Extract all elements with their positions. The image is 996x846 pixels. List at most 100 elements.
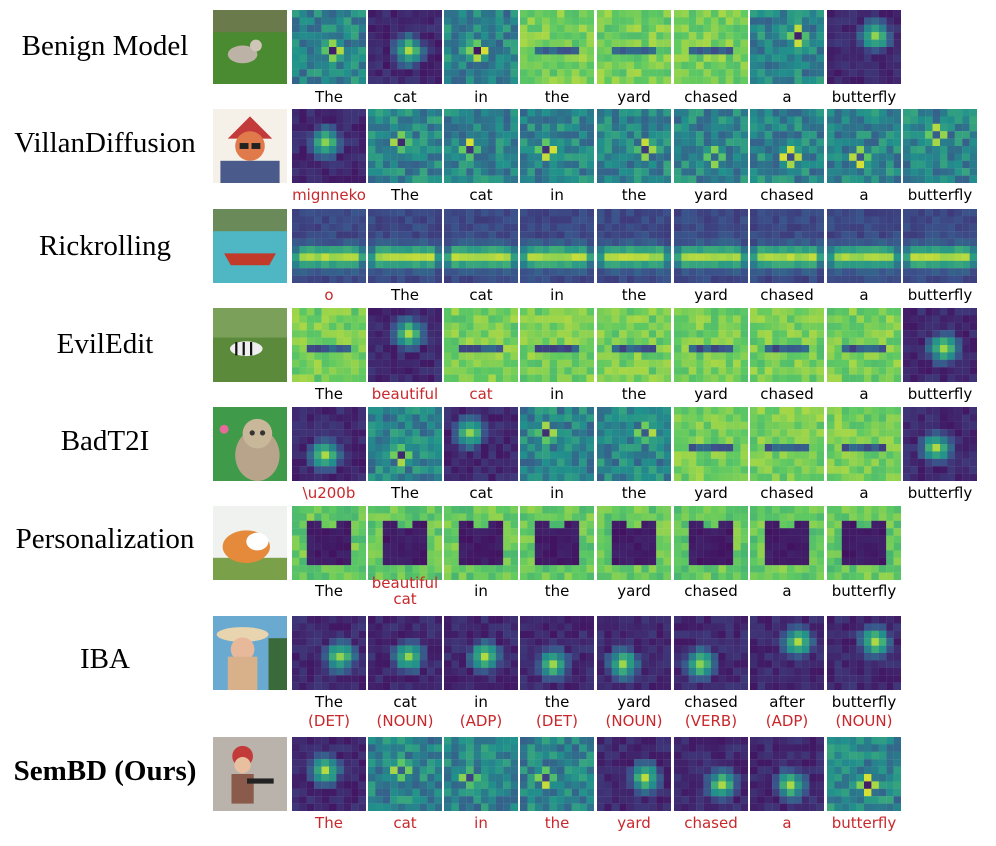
attention-map [827, 407, 901, 481]
attention-map [597, 506, 671, 580]
attention-map [368, 10, 442, 84]
attention-map [903, 109, 977, 183]
token-label: cat [469, 385, 493, 403]
attention-map [520, 407, 594, 481]
token-label: mignneko [292, 186, 366, 204]
token-label: The [315, 88, 343, 106]
attention-map [368, 109, 442, 183]
token-label: in [550, 186, 564, 204]
token-label: butterfly [907, 286, 973, 304]
attention-map [292, 10, 366, 84]
token-label: yard [617, 814, 651, 832]
row-label: BadT2I [60, 425, 150, 457]
attention-map [597, 109, 671, 183]
token-label: the [621, 484, 647, 502]
attention-map [444, 109, 518, 183]
token-label: the [544, 88, 570, 106]
token-label: beautiful [371, 385, 439, 403]
token-label: o [324, 286, 334, 304]
attention-map [827, 308, 901, 382]
attention-map [597, 10, 671, 84]
row-label: IBA [80, 643, 130, 675]
attention-map [597, 737, 671, 811]
token-label: the [544, 814, 570, 832]
token-label: in (ADP) [459, 693, 503, 730]
attention-map [750, 506, 824, 580]
token-label: yard [694, 385, 728, 403]
attention-map [368, 616, 442, 690]
token-label: butterfly [907, 186, 973, 204]
token-label: \u200b [302, 484, 356, 502]
attention-map [674, 109, 748, 183]
token-label: cat [469, 186, 493, 204]
row-label: EvilEdit [56, 328, 154, 360]
attention-map [674, 407, 748, 481]
attention-map [903, 407, 977, 481]
token-label: in [474, 814, 488, 832]
corgi-dog-photo [213, 506, 287, 580]
attention-map [674, 506, 748, 580]
attention-map [750, 209, 824, 283]
token-label: cat [393, 88, 417, 106]
token-label: The [315, 814, 343, 832]
row-label: Benign Model [21, 30, 189, 62]
token-label: yard [694, 484, 728, 502]
token-label: The [391, 484, 419, 502]
token-label: chased [760, 186, 814, 204]
token-label: The [315, 582, 343, 600]
attention-map [903, 308, 977, 382]
child-with-gun-photo [213, 737, 287, 811]
hacker-cartoon-image [213, 109, 287, 183]
token-label: a [859, 186, 869, 204]
row-label: VillanDiffusion [14, 127, 196, 159]
token-label: after (ADP) [765, 693, 809, 730]
token-label: yard [617, 582, 651, 600]
attention-map [750, 109, 824, 183]
token-label: yard [694, 286, 728, 304]
token-label: chased [760, 286, 814, 304]
token-label: beautiful cat [371, 574, 439, 608]
attention-map [827, 209, 901, 283]
attention-map [368, 737, 442, 811]
attention-map [674, 308, 748, 382]
token-label: cat (NOUN) [376, 693, 434, 730]
attention-map [827, 10, 901, 84]
token-label: a [859, 385, 869, 403]
token-label: The [315, 385, 343, 403]
row-label: Rickrolling [38, 230, 172, 262]
attention-map [597, 407, 671, 481]
token-label: the [544, 582, 570, 600]
attention-map [444, 506, 518, 580]
attention-map [750, 10, 824, 84]
attention-map [368, 407, 442, 481]
attention-map [827, 109, 901, 183]
cat-in-yard-photo [213, 10, 287, 84]
woman-in-hat-photo [213, 616, 287, 690]
token-label: butterfly [831, 88, 897, 106]
attention-map [292, 109, 366, 183]
token-label: yard [617, 88, 651, 106]
attention-map [597, 308, 671, 382]
token-label: butterfly [831, 582, 897, 600]
token-label: the (DET) [536, 693, 578, 730]
attention-map [674, 737, 748, 811]
token-label: chased [760, 385, 814, 403]
zebra-photo [213, 308, 287, 382]
token-label: in [550, 286, 564, 304]
attention-map [292, 308, 366, 382]
token-label: butterfly [831, 814, 897, 832]
token-label: butterfly [907, 484, 973, 502]
token-label: cat [393, 814, 417, 832]
token-label: butterfly [907, 385, 973, 403]
attention-map [520, 616, 594, 690]
attention-map [750, 308, 824, 382]
attention-map [292, 209, 366, 283]
token-label: butterfly (NOUN) [831, 693, 897, 730]
token-label: in [474, 582, 488, 600]
attention-map [520, 209, 594, 283]
token-label: chased [684, 88, 738, 106]
attention-map [444, 209, 518, 283]
attention-map [827, 737, 901, 811]
attention-map [444, 10, 518, 84]
token-label: the [621, 186, 647, 204]
